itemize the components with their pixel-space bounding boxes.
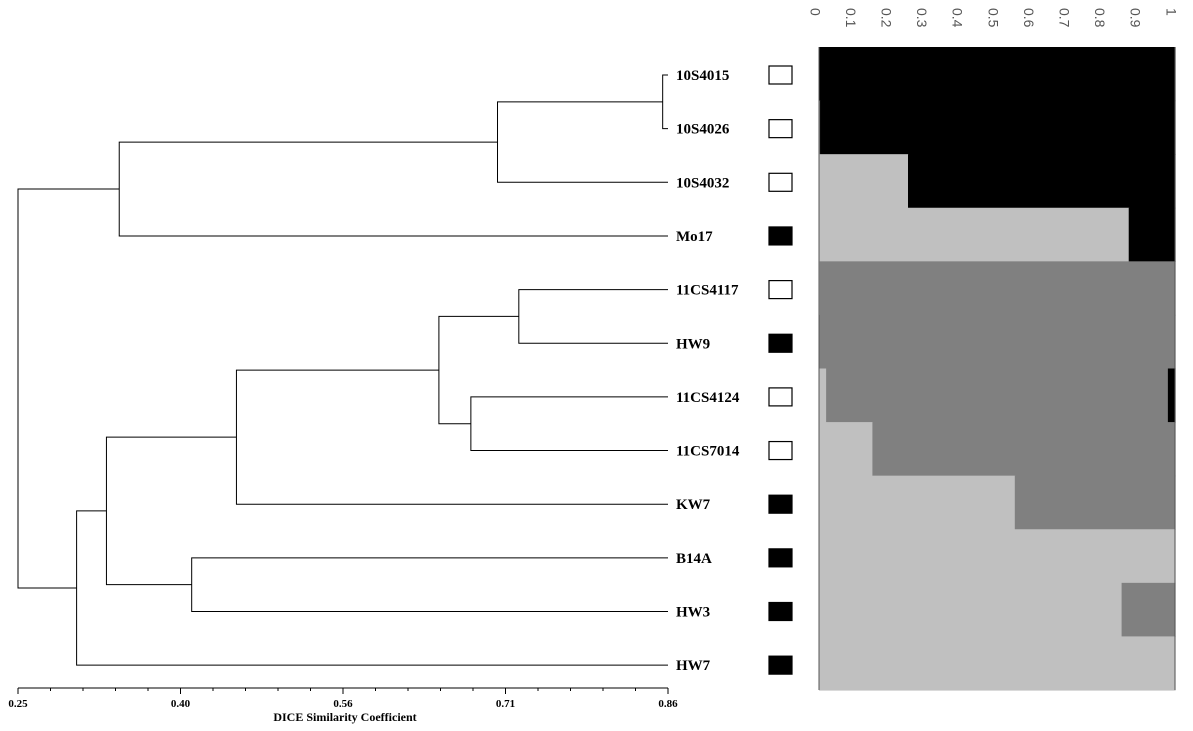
membership-bar-segment [819,475,1016,530]
membership-bar-segment [820,100,1176,155]
membership-bar-segment [819,154,909,209]
dendrogram-branch [17,188,120,589]
dendrogram-branch [235,369,668,505]
open-group-marker [768,119,793,139]
membership-bar-segment [1121,582,1176,638]
filled-group-marker [768,333,793,353]
open-group-marker [768,440,793,461]
membership-bar-segment [1128,207,1176,262]
structure-tick-label: 0.2 [878,8,894,28]
dendrogram-branch [518,289,668,344]
dendrogram-branch [662,74,668,130]
membership-bar-segment [819,422,873,477]
filled-group-marker [768,655,793,675]
dendrogram-branch [497,101,668,183]
membership-bar-segment [819,636,1176,691]
membership-bar-segment [819,368,827,423]
structure-tick-label: 0.4 [950,8,966,28]
open-group-marker [768,65,793,85]
structure-tick-label: 0.8 [1092,8,1108,28]
membership-bar-segment [1014,475,1176,530]
filled-group-marker [768,226,793,246]
dendrogram-branch [76,510,668,666]
filled-group-marker [768,494,793,514]
filled-group-marker [768,548,793,568]
leaf-label: 10S4015 [676,68,729,84]
membership-bar-segment [819,207,1130,262]
dendrogram: 10S4015 10S4026 10S4032 Mo17 11CS4117 HW9 11CS… [17,68,740,674]
membership-bar-segment [819,314,1176,370]
filled-group-marker [768,601,793,622]
structure-tick-label: 0.7 [1056,8,1072,28]
dendrogram-branch [118,141,668,237]
structure-tick-label: 0 [807,8,823,16]
open-group-marker [768,387,793,407]
x-tick-label: 0.86 [658,698,678,710]
membership-bar-segment [819,261,1176,316]
x-tick-label: 0.56 [333,698,353,710]
structure-tick-label: 0.6 [1021,8,1037,28]
leaf-label: HW9 [676,336,710,352]
dendrogram-branch [438,315,519,425]
leaf-label: Mo17 [676,229,713,245]
membership-bar-segment [819,261,821,316]
open-group-marker [768,172,793,192]
open-group-marker [768,280,793,300]
x-tick-label: 0.25 [8,698,28,710]
leaf-label: 11CS4124 [676,390,740,406]
structure-bar-chart: 0 0.1 0.2 0.3 0.4 0.5 0.6 0.7 0.8 0.9 1 [807,8,1179,691]
x-axis-title: DICE Similarity Coefficient [273,710,416,724]
x-tick-label: 0.71 [496,698,515,710]
leaf-label: HW3 [676,605,710,621]
membership-bar-segment [1167,368,1176,423]
membership-bar-segment [826,368,1169,423]
structure-tick-label: 0.9 [1128,8,1144,28]
dendrogram-branch [105,436,237,586]
leaf-label: 11CS7014 [676,444,740,460]
leaf-label: KW7 [676,497,711,513]
group-markers [768,65,793,675]
membership-bar-segment [872,422,1176,477]
membership-bar-segment [819,100,821,155]
leaf-label: 11CS4117 [676,283,739,299]
leaf-label: 10S4032 [676,175,729,191]
membership-bar-segment [819,47,1176,102]
structure-tick-label: 0.1 [843,8,859,28]
structure-tick-label: 0.5 [985,8,1001,28]
structure-tick-label: 0.3 [914,8,930,28]
leaf-label: HW7 [676,658,711,674]
dendrogram-x-axis: DICE Similarity Coefficient 0.25 0.40 0.56… [8,687,678,724]
membership-bar-segment [819,529,1176,584]
membership-bar-segment [819,582,1123,638]
x-tick-label: 0.40 [171,698,191,710]
structure-tick-label: 1 [1163,8,1179,16]
dendrogram-branch [470,396,668,452]
leaf-label: B14A [676,551,712,567]
leaf-label: 10S4026 [676,122,730,138]
dendrogram-branch [191,557,668,612]
membership-bar-segment [908,154,1176,209]
